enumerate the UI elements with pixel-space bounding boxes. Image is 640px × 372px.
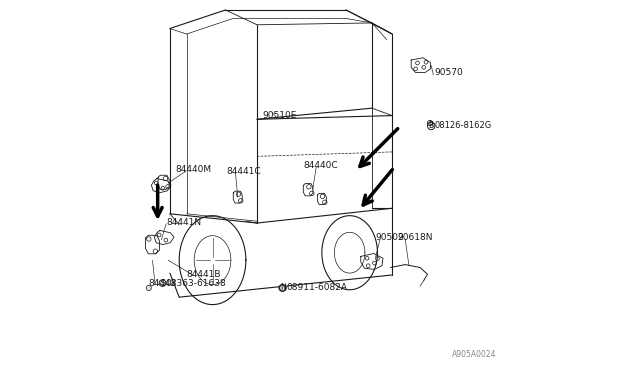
Text: B: B	[429, 122, 434, 131]
Text: 84441C: 84441C	[227, 167, 261, 176]
Text: 08126-8162G: 08126-8162G	[434, 122, 492, 131]
Text: A905A0024: A905A0024	[452, 350, 496, 359]
Text: 84441N: 84441N	[166, 218, 202, 227]
Text: 84440M: 84440M	[175, 165, 212, 174]
Circle shape	[279, 285, 285, 291]
Circle shape	[146, 285, 152, 291]
Text: 90510E: 90510E	[262, 111, 297, 120]
Text: 08363-61638: 08363-61638	[165, 279, 226, 288]
Text: 84440C: 84440C	[303, 161, 338, 170]
Text: 90618N: 90618N	[398, 232, 433, 242]
Text: S: S	[160, 279, 165, 288]
Text: N: N	[280, 283, 286, 292]
Text: 90502: 90502	[376, 233, 404, 243]
Text: 08911-6082A: 08911-6082A	[286, 283, 347, 292]
Text: 90570: 90570	[434, 68, 463, 77]
Text: 84442: 84442	[148, 279, 177, 288]
Circle shape	[428, 121, 433, 126]
Text: 84441B: 84441B	[187, 270, 221, 279]
